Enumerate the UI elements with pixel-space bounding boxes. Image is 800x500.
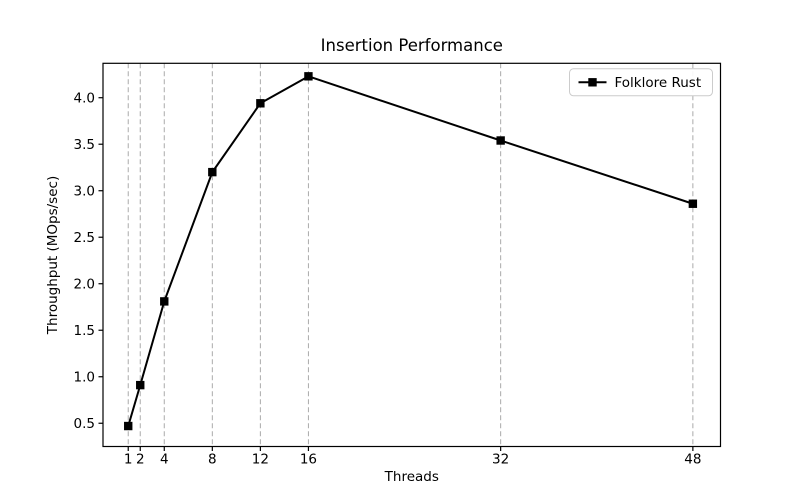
y-tick-label: 4.0 bbox=[74, 91, 95, 107]
x-tick-label: 12 bbox=[252, 452, 269, 468]
y-tick-label: 1.0 bbox=[74, 370, 95, 386]
data-point-marker bbox=[160, 297, 169, 306]
data-point-marker bbox=[304, 72, 313, 81]
x-tick-label: 4 bbox=[160, 452, 169, 468]
data-point-marker bbox=[688, 199, 698, 208]
x-tick-label: 32 bbox=[492, 452, 509, 468]
x-tick-label: 8 bbox=[208, 452, 217, 468]
x-axis-label: Threads bbox=[384, 469, 439, 485]
legend-box bbox=[569, 68, 713, 97]
legend-sample-marker bbox=[588, 78, 597, 87]
y-axis-label: Throughput (MOps/sec) bbox=[45, 176, 61, 335]
y-tick-label: 3.5 bbox=[74, 137, 95, 153]
axes-frame bbox=[102, 62, 722, 448]
series-line bbox=[127, 75, 694, 427]
y-tick-label: 0.5 bbox=[74, 416, 95, 432]
data-point-marker bbox=[136, 380, 145, 390]
legend-entry-label: Folklore Rust bbox=[615, 75, 702, 91]
x-tick-label: 16 bbox=[300, 452, 317, 468]
chart-title: Insertion Performance bbox=[321, 36, 503, 55]
data-point-marker bbox=[124, 421, 133, 431]
y-tick-label: 3.0 bbox=[74, 184, 95, 200]
plot-area: 1 2 4 8 12 16 32 480.51.01.52.02.53.03.54.0Folk… bbox=[74, 62, 722, 468]
data-point-marker bbox=[496, 136, 505, 145]
x-tick-label: 48 bbox=[684, 452, 701, 468]
x-tick-label: 1 bbox=[124, 452, 133, 468]
data-point-marker bbox=[208, 167, 217, 177]
y-tick-label: 2.5 bbox=[74, 230, 95, 246]
y-tick-label: 2.0 bbox=[74, 277, 95, 293]
x-tick-label: 2 bbox=[136, 452, 145, 468]
data-point-marker bbox=[256, 99, 265, 108]
y-tick-label: 1.5 bbox=[74, 323, 95, 339]
